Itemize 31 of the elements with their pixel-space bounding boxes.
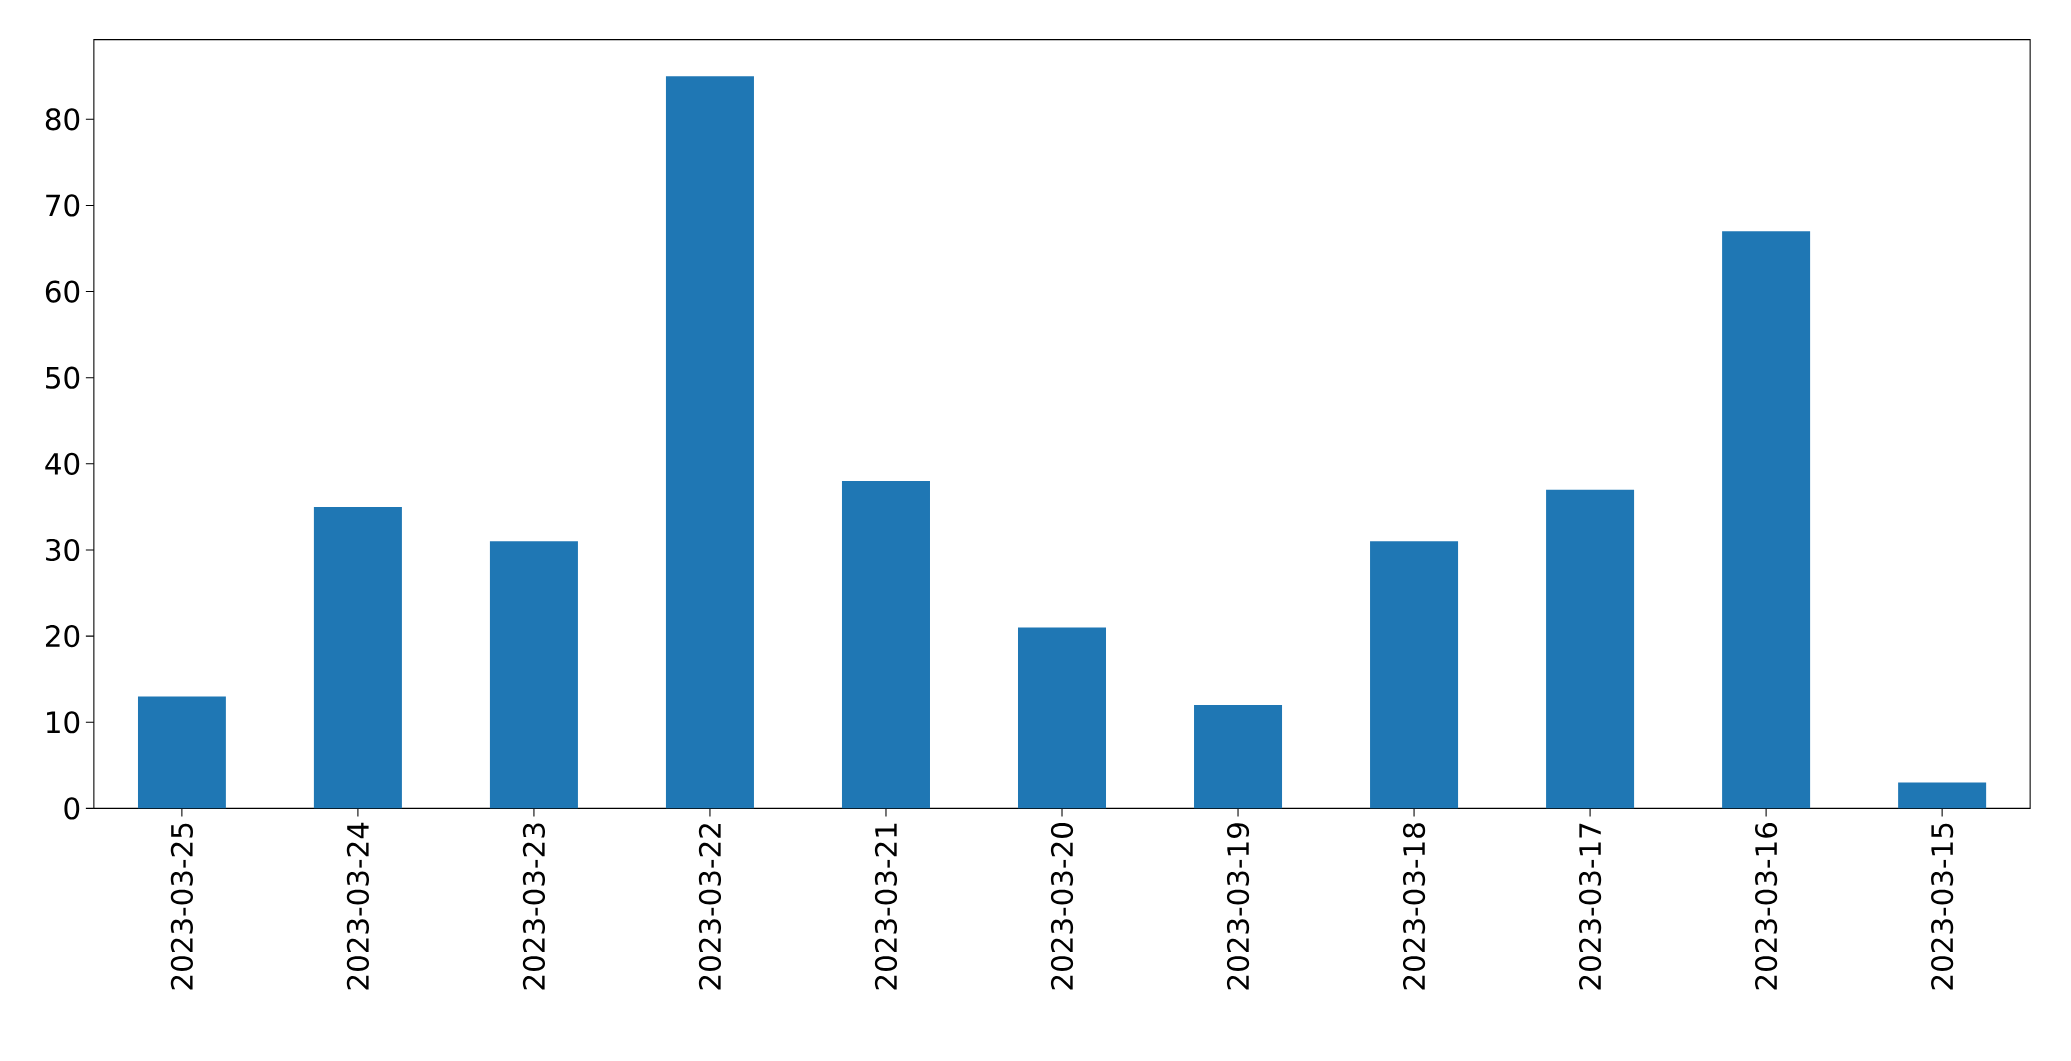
bar bbox=[1018, 627, 1107, 809]
y-tick-label: 30 bbox=[46, 538, 80, 562]
y-tick-label: 60 bbox=[45, 280, 80, 303]
y-tick-label: 40 bbox=[45, 452, 80, 475]
x-tick-label: 2023-03-17 bbox=[1578, 823, 1602, 990]
x-tick-label: 2023-03-18 bbox=[1402, 823, 1426, 990]
bar bbox=[489, 541, 578, 809]
bar bbox=[1546, 489, 1635, 809]
bar bbox=[1370, 541, 1459, 809]
x-tick-label: 2023-03-25 bbox=[170, 823, 193, 990]
x-tick-label: 2023-03-15 bbox=[1931, 823, 1954, 990]
x-tick-label: 2023-03-16 bbox=[1755, 823, 1778, 990]
bar bbox=[313, 506, 402, 809]
y-tick-label: 80 bbox=[45, 108, 80, 131]
y-tick-label: 20 bbox=[45, 625, 80, 648]
y-tick-label: 0 bbox=[64, 797, 80, 820]
y-tick-label: 10 bbox=[47, 711, 80, 734]
bar bbox=[841, 481, 930, 809]
bar bbox=[1722, 231, 1811, 809]
x-tick-label: 2023-03-24 bbox=[346, 822, 369, 990]
x-tick-label: 2023-03-19 bbox=[1226, 823, 1250, 990]
bar bbox=[1194, 705, 1283, 809]
x-tick-label: 2023-03-22 bbox=[698, 824, 722, 990]
y-tick-label: 50 bbox=[46, 366, 80, 389]
x-tick-label: 2023-03-21 bbox=[874, 823, 898, 990]
bar bbox=[665, 76, 754, 809]
x-tick-label: 2023-03-23 bbox=[522, 823, 546, 990]
y-tick-label: 70 bbox=[46, 194, 80, 217]
x-tick-label: 2023-03-20 bbox=[1050, 823, 1074, 990]
bar bbox=[1898, 782, 1987, 809]
bar bbox=[137, 696, 226, 809]
